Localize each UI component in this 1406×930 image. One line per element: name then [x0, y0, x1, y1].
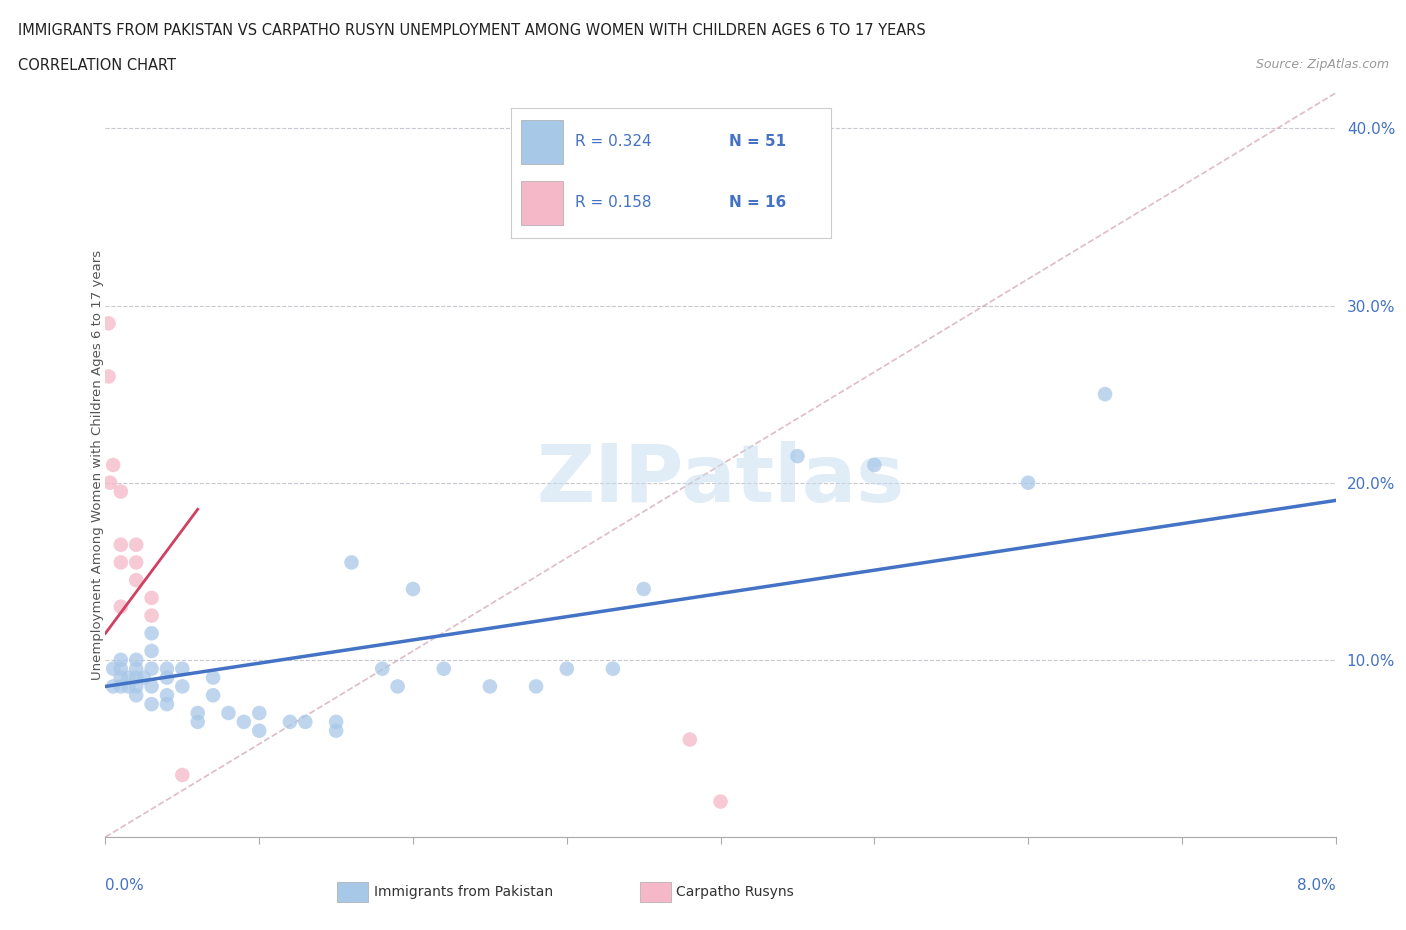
Point — [278, 714, 301, 729]
Point — [710, 794, 733, 809]
Point — [340, 555, 363, 570]
Point — [110, 555, 132, 570]
Point — [218, 706, 240, 721]
Point — [125, 688, 148, 703]
Point — [247, 724, 270, 738]
Point — [125, 671, 148, 685]
Text: 0.0%: 0.0% — [105, 878, 145, 893]
Point — [141, 608, 163, 623]
Point — [125, 661, 148, 676]
Point — [402, 581, 425, 596]
Point — [141, 591, 163, 605]
Point — [110, 671, 132, 685]
Point — [156, 661, 179, 676]
Point — [101, 661, 124, 676]
Point — [187, 706, 209, 721]
Point — [117, 671, 139, 685]
Point — [110, 661, 132, 676]
Point — [110, 679, 132, 694]
Point — [863, 458, 886, 472]
Point — [156, 697, 179, 711]
Point — [786, 448, 808, 463]
Point — [247, 706, 270, 721]
Point — [478, 679, 501, 694]
Point — [125, 538, 148, 552]
Point — [97, 369, 120, 384]
Point — [141, 661, 163, 676]
Point — [125, 555, 148, 570]
Point — [110, 538, 132, 552]
Point — [97, 316, 120, 331]
Text: Carpatho Rusyns: Carpatho Rusyns — [676, 884, 794, 899]
Point — [156, 688, 179, 703]
Point — [101, 679, 124, 694]
Point — [125, 679, 148, 694]
Point — [524, 679, 547, 694]
Text: Source: ZipAtlas.com: Source: ZipAtlas.com — [1256, 58, 1389, 71]
Point — [232, 714, 254, 729]
Text: CORRELATION CHART: CORRELATION CHART — [18, 58, 176, 73]
Point — [1017, 475, 1039, 490]
Point — [172, 767, 194, 782]
Point — [110, 653, 132, 668]
Point — [602, 661, 624, 676]
Text: Immigrants from Pakistan: Immigrants from Pakistan — [374, 884, 553, 899]
Y-axis label: Unemployment Among Women with Children Ages 6 to 17 years: Unemployment Among Women with Children A… — [90, 250, 104, 680]
Point — [141, 679, 163, 694]
Point — [132, 671, 155, 685]
Point — [371, 661, 394, 676]
Point — [387, 679, 409, 694]
Point — [1094, 387, 1116, 402]
Point — [187, 714, 209, 729]
Point — [172, 661, 194, 676]
Point — [117, 679, 139, 694]
Point — [202, 688, 225, 703]
Point — [679, 732, 702, 747]
Point — [555, 661, 578, 676]
Text: ZIPatlas: ZIPatlas — [537, 441, 904, 519]
Point — [141, 626, 163, 641]
Point — [101, 458, 124, 472]
Point — [294, 714, 316, 729]
Point — [433, 661, 456, 676]
Point — [98, 475, 121, 490]
Point — [325, 724, 347, 738]
Point — [110, 599, 132, 614]
Text: IMMIGRANTS FROM PAKISTAN VS CARPATHO RUSYN UNEMPLOYMENT AMONG WOMEN WITH CHILDRE: IMMIGRANTS FROM PAKISTAN VS CARPATHO RUS… — [18, 23, 927, 38]
Point — [202, 671, 225, 685]
Point — [156, 671, 179, 685]
Point — [325, 714, 347, 729]
Point — [633, 581, 655, 596]
Point — [141, 644, 163, 658]
Point — [125, 573, 148, 588]
Point — [172, 679, 194, 694]
Point — [110, 485, 132, 499]
Point — [141, 697, 163, 711]
Text: 8.0%: 8.0% — [1296, 878, 1336, 893]
Point — [125, 653, 148, 668]
